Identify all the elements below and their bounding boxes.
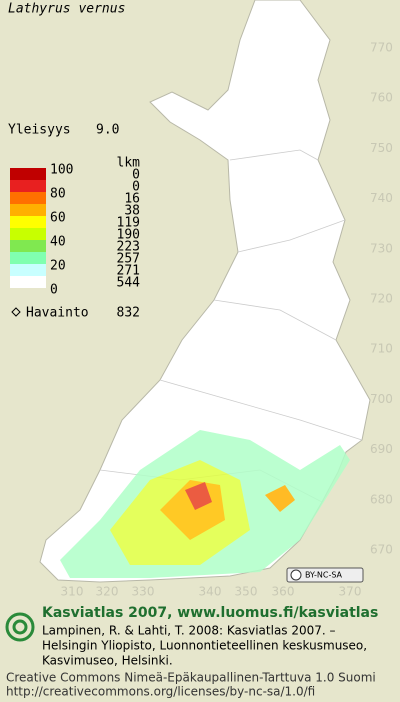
citation-line: Lampinen, R. & Lahti, T. 2008: Kasviatla… [42,624,336,638]
northing-label: 740 [370,191,393,205]
legend-scale-label: 80 [50,187,66,202]
northing-label: 700 [370,392,393,406]
badge-box [286,567,364,583]
legend-band [10,264,46,276]
badge-text: BY-NC-SA [305,571,343,580]
species-title: Lathyrus vernus [8,2,125,17]
citation-line: Helsingin Yliopisto, Luonnontieteellinen… [42,639,367,653]
legend-count: 16 [124,192,140,207]
northing-label: 770 [370,41,393,55]
legend-band [10,204,46,216]
license-badge: BY-NC-SA [286,567,364,583]
citation-line: Kasvimuseo, Helsinki. [42,654,173,668]
legend-band [10,216,46,228]
legend-scale-label: 60 [50,211,66,226]
frequency-label: Yleisyys [8,123,71,138]
northing-label: 720 [370,292,393,306]
legend-scale-label: 40 [50,235,66,250]
northing-label: 750 [370,141,393,155]
observation-label: Havainto [26,306,89,321]
northing-label: 760 [370,91,393,105]
observation-count: 832 [117,306,140,321]
easting-label: 310 [61,585,84,599]
legend-band [10,228,46,240]
legend-count: 38 [124,204,140,219]
northing-label: 680 [370,492,393,506]
legend-band [10,192,46,204]
legend-band [10,168,46,180]
easting-label: 360 [272,585,295,599]
finland-outline [39,0,371,583]
legend-count: 544 [117,276,141,291]
easting-label: 350 [235,585,258,599]
easting-label: 370 [339,585,362,599]
footer-title: Kasviatlas 2007, www.luomus.fi/kasviatla… [42,605,378,621]
legend-scale-label: 20 [50,259,66,274]
legend-count: 190 [117,228,140,243]
easting-label: 320 [96,585,119,599]
legend-band [10,276,46,288]
legend-count: 119 [117,216,140,231]
easting-label: 330 [132,585,155,599]
northing-label: 690 [370,442,393,456]
badge-icon [290,569,302,581]
legend-band [10,180,46,192]
occurrence-shading [60,430,350,578]
frequency-value: 9.0 [96,123,119,138]
legend-band [10,240,46,252]
license-url: http://creativecommons.org/licenses/by-n… [6,685,315,699]
legend-scale-label: 100 [50,163,73,178]
logo [5,612,35,642]
legend-band [10,252,46,264]
legend-count: 0 [132,180,140,195]
northing-label: 710 [370,342,393,356]
legend-count: 257 [117,252,140,267]
observation-marker [11,307,21,317]
legend-count: 223 [117,240,140,255]
legend-scale-label: 0 [50,283,58,298]
northing-label: 730 [370,241,393,255]
legend-count: 271 [117,264,140,279]
easting-label: 340 [199,585,222,599]
license-text: Creative Commons Nimeä-Epäkaupallinen-Ta… [6,671,376,685]
count-header: lkm [117,156,141,171]
northing-label: 670 [370,543,393,557]
legend-count: 0 [132,168,140,183]
